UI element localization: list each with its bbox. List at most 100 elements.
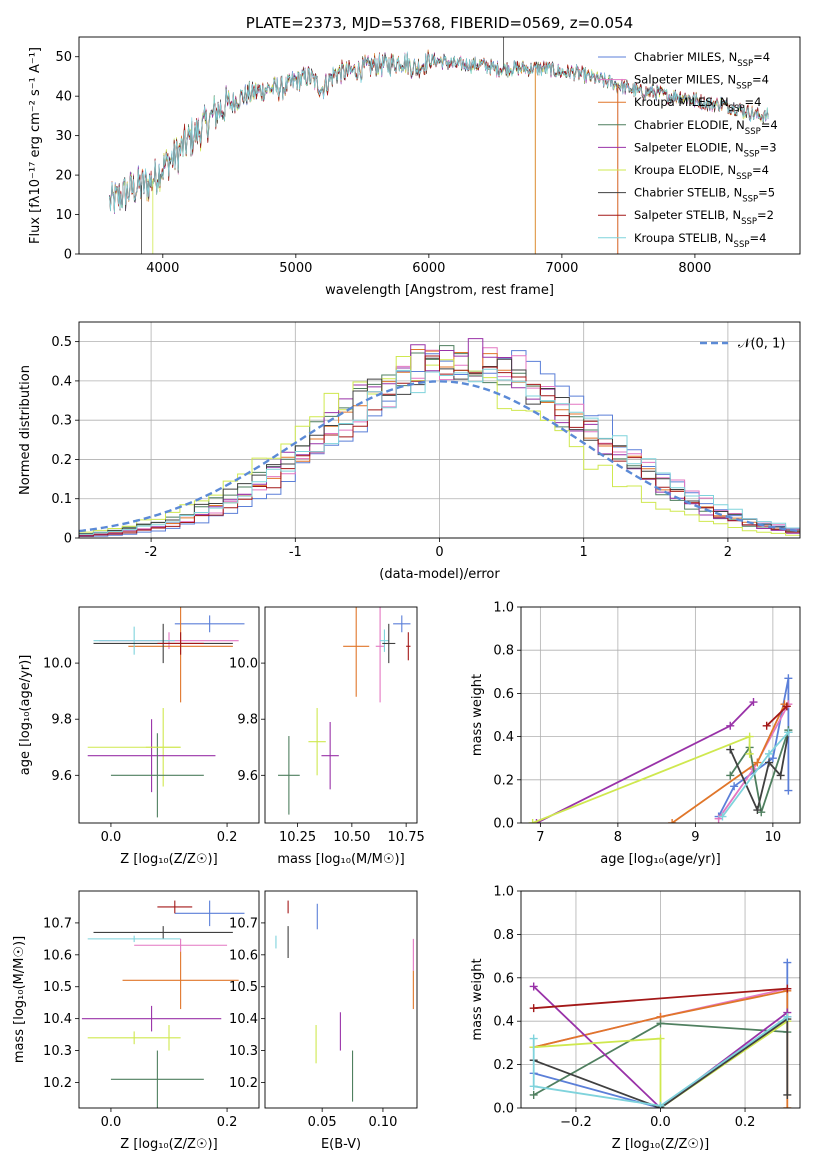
y-tick-label: 0.6 [493,971,514,986]
histogram-kroupa-stelib [79,368,800,535]
x-axis-label: wavelength [Angstrom, rest frame] [325,283,554,298]
x-axis-label: age [log₁₀(age/yr)] [600,852,721,867]
weight-marker [528,819,537,823]
residuals-panel: -2 -1 0 1 2 0 0.1 0.2 0.3 0.4 0.5 (data-model)/erro… [18,321,801,582]
mass-vs-metallicity-panel: 0.0 0.2 10.2 10.3 10.4 10.5 10.6 10.7 Z [log₁₀(Z… [12,890,260,1152]
weight-marker [783,1104,792,1108]
weight-marker [765,758,773,767]
errorbar-point [110,1050,204,1108]
x-axis-label: mass [log₁₀(M/M☉)] [277,852,404,867]
weight-line-kroupa-elodie [533,1020,788,1108]
axes-frame [520,890,801,1109]
weight-marker [726,771,735,780]
y-tick-label: 0.3 [51,414,72,429]
x-tick-label: 4000 [146,261,179,276]
weight-series [529,958,792,1108]
x-tick-label: 10.25 [279,830,316,845]
x-axis-label: Z [log₁₀(Z/Z☉)] [120,1137,217,1152]
y-tick-label: 0.6 [493,687,514,702]
weight-marker [726,721,735,730]
weight-marker [765,749,773,758]
y-tick-label: 10.3 [229,1044,258,1059]
errorbar-point [343,607,370,697]
weight-marker [730,782,739,791]
x-tick-label: −0.2 [560,1115,592,1130]
chart-title: PLATE=2373, MJD=53768, FIBERID=0569, z=0… [246,14,633,32]
mass-weight-vs-metallicity-panel: −0.2 0.0 0.2 0.0 0.2 0.4 0.6 0.8 1.0 Z [log₁₀(Z/Z… [470,885,801,1152]
errorbar-point [134,938,228,952]
x-tick-label: 10 [765,830,782,845]
weight-marker [753,806,762,815]
x-tick-label: 8000 [678,261,711,276]
y-tick-label: 1.0 [493,885,514,900]
y-tick-label: 9.6 [237,769,258,784]
axes-frame [78,890,260,1109]
y-tick-label: 10.4 [229,1012,258,1027]
y-axis-label: mass weight [470,674,485,756]
legend-label: Kroupa STELIB, NSSP=4 [634,231,766,250]
x-tick-label: 0.2 [217,830,238,845]
y-tick-label: 9.6 [51,769,72,784]
errorbar-point [174,615,245,633]
y-axis-label: age [log₁₀(age/yr)] [18,655,33,776]
x-tick-label: 1 [580,545,588,560]
y-tick-label: 10.7 [229,916,258,931]
weight-marker [768,754,777,763]
weight-marker [656,1019,665,1028]
errorbars [87,607,245,818]
x-tick-label: 0.0 [101,830,122,845]
axes-frame [78,321,801,539]
y-tick-label: 10.2 [43,1076,72,1091]
mass-weight-vs-age-panel: 7 8 9 10 0.0 0.2 0.4 0.6 0.8 1.0 age [log₁₀(age/yr… [470,601,801,867]
y-tick-label: 0 [64,248,72,263]
y-tick-label: 0.1 [51,492,72,507]
age-vs-metallicity-panel: 0.0 0.2 9.6 9.8 10.0 Z [log₁₀(Z/Z☉)] age [log₁… [18,606,260,867]
errorbar-point [87,1031,181,1045]
age-vs-mass-panel: 10.25 10.50 10.75 9.6 9.8 10.0 mass [log₁₀(M/M… [229,606,425,867]
y-tick-label: 0.2 [51,453,72,468]
y-tick-label: 10.5 [229,980,258,995]
errorbar-point [406,632,411,661]
errorbar-point [87,719,216,793]
errorbar-point [278,736,300,815]
axes-frame [78,36,801,255]
y-tick-label: 10.0 [43,657,72,672]
weight-marker [529,1082,538,1091]
y-tick-label: 10.5 [43,980,72,995]
legend-label: Kroupa MILES, NSSP=4 [634,95,761,114]
weight-line-chabrier-elodie [729,729,790,813]
y-tick-label: 1.0 [493,601,514,616]
x-tick-label: 6000 [412,261,445,276]
errorbars [275,900,414,1102]
y-tick-label: 0.4 [51,374,72,389]
x-axis-label: Z [log₁₀(Z/Z☉)] [120,852,217,867]
x-tick-label: 0.0 [650,1115,671,1130]
y-axis-label: mass weight [470,958,485,1040]
weight-marker [749,698,758,707]
x-tick-label: 0.2 [735,1115,756,1130]
weight-marker [784,674,793,683]
y-tick-label: 30 [55,129,72,144]
errorbar-point [87,935,181,943]
weight-marker [529,1090,538,1099]
x-tick-label: 10.75 [388,830,425,845]
legend: 𝒩(0, 1) [700,337,785,352]
y-tick-label: 9.8 [51,713,72,728]
x-tick-label: 7000 [545,261,578,276]
axes-frame [520,606,801,824]
weight-marker [784,728,793,737]
weight-marker [529,1034,538,1043]
weight-marker [745,749,754,758]
weight-marker [783,1012,792,1021]
x-tick-label: 0 [435,545,443,560]
y-tick-label: 0.4 [493,730,514,745]
y-tick-label: 0.2 [493,1058,514,1073]
y-tick-label: 40 [55,90,72,105]
legend-label: Kroupa ELODIE, NSSP=4 [634,163,769,182]
axes-frame [264,890,418,1109]
y-tick-label: 0.8 [493,644,514,659]
weight-line-salpeter-elodie [533,985,788,1108]
weight-marker [718,812,727,821]
errorbar-point [375,607,385,703]
x-tick-label: 9 [691,830,699,845]
